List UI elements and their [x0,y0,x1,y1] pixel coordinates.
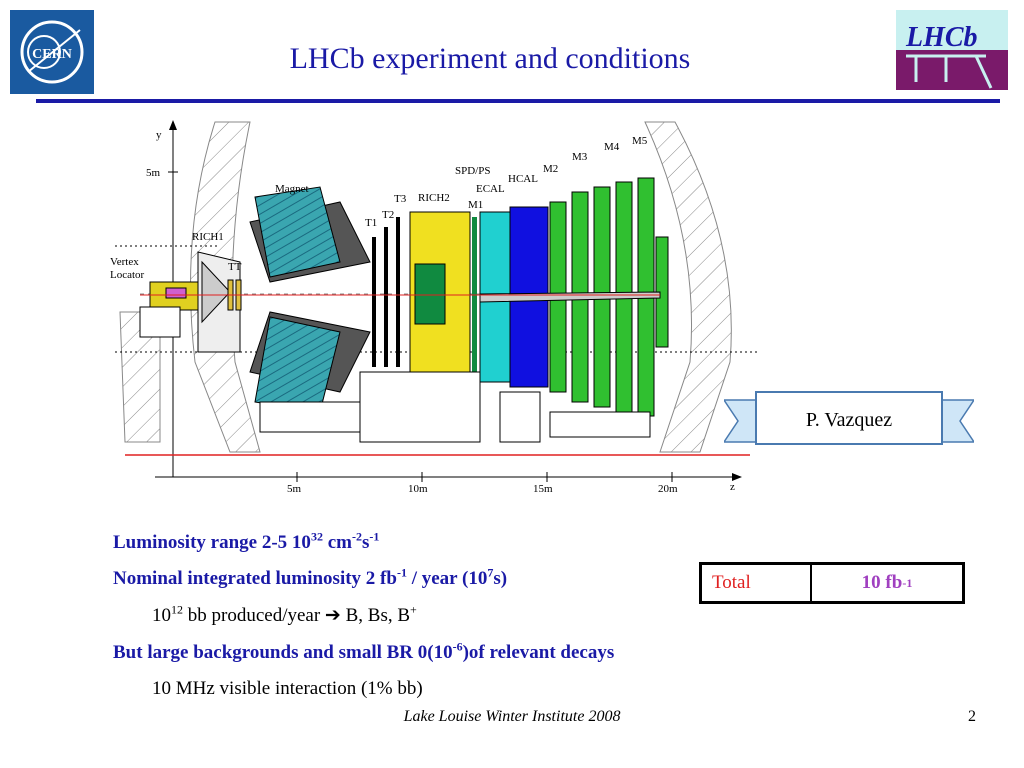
cern-logo-text: CERN [32,47,72,62]
label-hcal: HCAL [508,173,538,185]
z-tick-10m: 10m [408,483,428,495]
label-ecal: ECAL [476,183,505,195]
sub-bullet-visible-interaction: 10 MHz visible interaction (1% bb) [152,678,423,699]
page-title: LHCb experiment and conditions [289,42,691,75]
label-rich2: RICH2 [418,192,450,204]
label-magnet: Magnet [275,183,309,195]
label-t3: T3 [394,193,407,205]
label-tt: TT [228,261,242,273]
lhcb-logo-text: LHCb [905,22,978,53]
luminosity-table: Total 10 fb -1 [699,562,965,604]
label-m2: M2 [543,163,558,175]
lhcb-logo: LHCb [896,10,1008,90]
detector-diagram: y 5m [100,112,770,497]
label-t1: T1 [365,217,377,229]
cern-logo: CERN [10,10,94,94]
label-m5: M5 [632,135,648,147]
bullet-luminosity: Luminosity range 2-5 1032 cm-2s-1 [113,529,380,553]
sub-bullet-bb-produced: 1012 bb produced/year ➔ B, Bs, B+ [152,602,417,626]
credit-text: P. Vazquez [806,409,892,431]
z-tick-5m: 5m [287,483,302,495]
z-tick-15m: 15m [533,483,553,495]
title-rule [36,99,1000,103]
y-tick-5m: 5m [146,167,161,179]
page-number: 2 [968,708,976,725]
label-m3: M3 [572,151,588,163]
z-axis-label: z [730,481,735,493]
credit-ribbon: P. Vazquez [722,390,976,452]
table-label-cell: Total [702,565,812,601]
label-m1: M1 [468,199,483,211]
label-t2: T2 [382,209,394,221]
label-locator: Locator [110,269,145,281]
label-m4: M4 [604,141,620,153]
y-axis-label: y [156,129,162,141]
bullet-nominal-luminosity: Nominal integrated luminosity 2 fb-1 / y… [113,565,508,589]
bullet-backgrounds: But large backgrounds and small BR 0(10-… [113,639,615,663]
label-vertex: Vertex [110,256,139,268]
table-value-cell: 10 fb -1 [861,572,913,593]
label-spd-ps: SPD/PS [455,165,490,177]
z-tick-20m: 20m [658,483,678,495]
footer-text: Lake Louise Winter Institute 2008 [403,708,621,725]
arrow-right-icon: ➔ [324,605,341,626]
label-rich1: RICH1 [192,231,224,243]
